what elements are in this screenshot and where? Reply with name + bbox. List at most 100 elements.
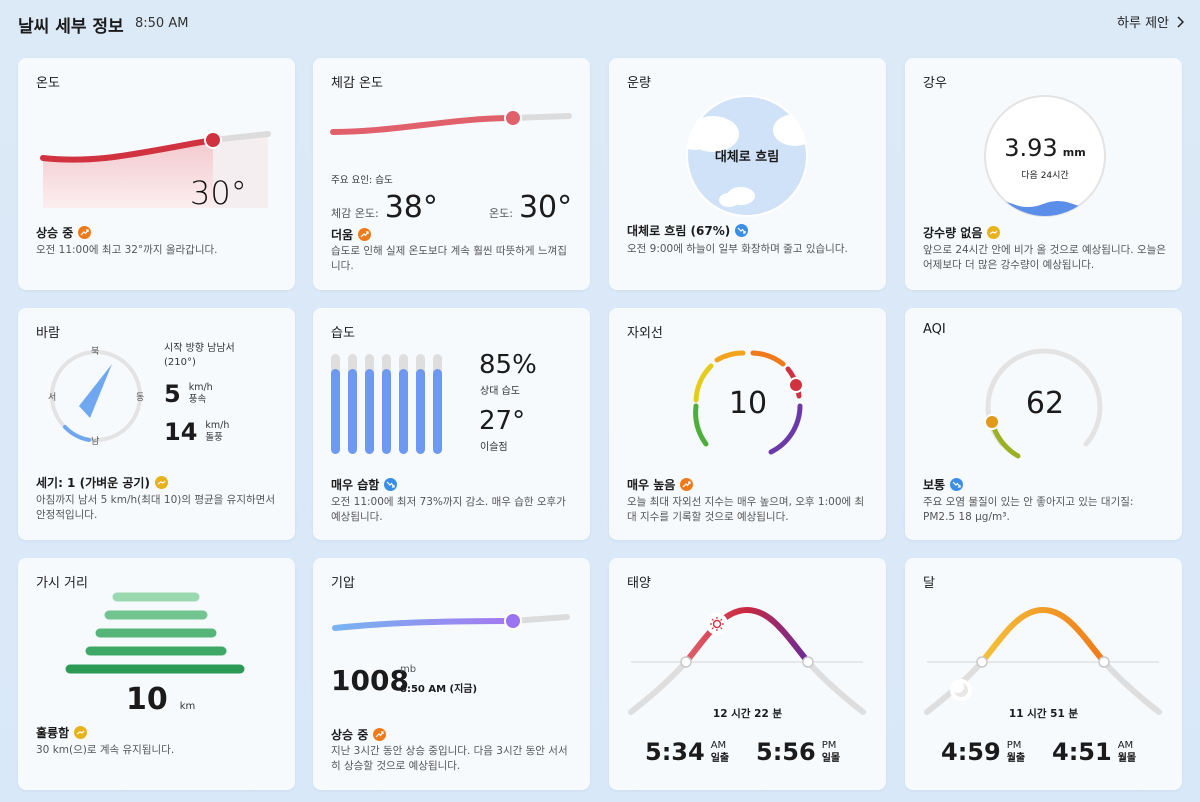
status-text: 매우 습함 xyxy=(331,478,380,492)
pressure-card[interactable]: 기압 1008 mb 8:50 AM (지금) 상승 중 지난 3시간 동안 상… xyxy=(313,558,590,790)
aqi-value: 62 xyxy=(1025,386,1065,421)
moonrise-ampm: PM xyxy=(1006,740,1022,751)
humidity-bar-fill xyxy=(416,369,425,454)
status-row: 상승 중 xyxy=(331,726,387,743)
moonrise-label: 월출 xyxy=(1006,753,1026,764)
wind-gust-label: 돌풍 xyxy=(205,432,223,443)
moon-arc-chart xyxy=(924,606,1162,715)
trend-steady-icon xyxy=(74,726,88,739)
day-suggestion-label: 하루 제안 xyxy=(1117,16,1169,31)
moonset-row: 4:51 AM 월몰 xyxy=(1052,738,1136,766)
rain-amount-row: 3.93 mm xyxy=(983,134,1107,162)
dew-point-value: 27° xyxy=(479,406,526,436)
feels-like-row: 체감 온도: 38° xyxy=(331,190,438,225)
sunrise-label: 일출 xyxy=(710,753,730,764)
wind-speed-unit: km/h xyxy=(188,382,213,393)
sunset-label: 일몰 xyxy=(821,753,841,764)
status-description: 지난 3시간 동안 상승 중입니다. 다음 3시간 동안 서서히 상승할 것으로… xyxy=(331,745,568,772)
card-title: AQI xyxy=(923,322,946,337)
feels-like-card[interactable]: 체감 온도 주요 요인: 습도 체감 온도: 38° 온도: 30° 더움 습도… xyxy=(313,58,590,290)
card-title: 자외선 xyxy=(627,326,663,341)
humidity-bar-fill xyxy=(399,369,408,454)
card-title: 태양 xyxy=(627,576,651,591)
humidity-bar-fill xyxy=(331,369,340,454)
temperature-value: 30° xyxy=(190,174,247,212)
status-row: 강수량 없음 xyxy=(923,224,1001,241)
page-title: 날씨 세부 정보 xyxy=(18,17,124,37)
wind-gust-unit: km/h xyxy=(205,420,230,431)
status-description: 30 km(으)로 계속 유지됩니다. xyxy=(36,744,175,756)
sun-arc-chart xyxy=(628,606,866,715)
status-text: 대체로 흐림 (67%) xyxy=(627,224,731,238)
status-row: 훌륭함 xyxy=(36,724,88,741)
cloud-cover-card[interactable]: 운량 대체로 흐림 대체로 흐림 (67%) 오전 9:00에 하늘이 일부 화… xyxy=(609,58,886,290)
temperature-card[interactable]: 온도 30° 상승 중 오전 11:00에 최고 32°까지 올라갑니다. xyxy=(18,58,295,290)
humidity-card[interactable]: 습도 85% 상대 습도 27° 이슬점 매우 습함 오전 11:00에 최저 … xyxy=(313,308,590,540)
status-row: 매우 습함 xyxy=(331,476,398,493)
pressure-chart xyxy=(332,612,570,631)
status-description: 오전 11:00에 최저 73%까지 감소. 매우 습한 오후가 예상됩니다. xyxy=(331,496,566,523)
status-text: 훌륭함 xyxy=(36,726,70,740)
uv-index-card[interactable]: 자외선 10 매우 높음 오늘 최대 자외선 지수는 매우 높으며, 오후 1:… xyxy=(609,308,886,540)
moon-card[interactable]: 달 11 시간 51 분 4:59 PM 월출 4:51 AM 월몰 xyxy=(905,558,1182,790)
trend-down-icon xyxy=(384,478,398,491)
status-text: 매우 높음 xyxy=(627,478,676,492)
moon-duration: 11 시간 51 분 xyxy=(1008,708,1079,720)
card-title: 온도 xyxy=(36,76,60,91)
compass-west: 서 xyxy=(48,393,57,403)
rain-amount: 3.93 xyxy=(1004,134,1058,162)
wind-direction-text: 시작 방향 남남서 (210°) xyxy=(164,342,235,370)
actual-temp-value: 30° xyxy=(518,190,573,225)
daylight-duration: 12 시간 22 분 xyxy=(712,708,783,720)
visibility-unit: km xyxy=(179,701,196,712)
status-row: 매우 높음 xyxy=(627,476,694,493)
aqi-card[interactable]: AQI 62 보통 주요 오염 물질이 있는 안 좋아지고 있는 대기질: PM… xyxy=(905,308,1182,540)
actual-temp-row: 온도: 30° xyxy=(489,190,572,225)
trend-down-icon xyxy=(735,224,749,237)
feels-like-label: 체감 온도: xyxy=(331,207,379,220)
uv-value: 10 xyxy=(728,386,768,421)
trend-steady-icon xyxy=(987,226,1001,239)
compass-north: 북 xyxy=(91,347,100,357)
status-text: 더움 xyxy=(331,228,354,242)
compass-east: 동 xyxy=(136,393,145,403)
wind-card[interactable]: 바람 북 남 동 서 시작 방향 남남서 (210°) 5 km/h 풍속 14 … xyxy=(18,308,295,540)
sun-position-icon xyxy=(706,613,728,635)
precipitation-card[interactable]: 강우 3.93 mm 다음 24시간 강수량 없음 앞으로 24시간 안에 비가… xyxy=(905,58,1182,290)
moonset-label: 월몰 xyxy=(1117,753,1137,764)
humidity-bars xyxy=(331,354,442,454)
trend-up-icon xyxy=(373,728,387,741)
wind-direction-name: 시작 방향 남남서 xyxy=(164,343,235,354)
moon-phase-icon xyxy=(950,679,972,701)
rain-unit: mm xyxy=(1062,146,1086,159)
humidity-bar-fill xyxy=(433,369,442,454)
status-text: 상승 중 xyxy=(331,728,369,742)
status-description: 주요 오염 물질이 있는 안 좋아지고 있는 대기질: PM2.5 18 μg/… xyxy=(923,496,1134,523)
trend-steady-icon xyxy=(154,476,168,489)
status-description: 아침까지 남서 5 km/h(최대 10)의 평균을 유지하면서 안정적입니다. xyxy=(36,494,275,521)
day-suggestion-link[interactable]: 하루 제안 xyxy=(1117,12,1184,31)
humidity-label: 상대 습도 xyxy=(480,386,520,397)
humidity-bar-fill xyxy=(348,369,357,454)
pressure-unit: mb xyxy=(400,664,417,675)
status-description: 오늘 최대 자외선 지수는 매우 높으며, 오후 1:00에 최대 지수를 기록… xyxy=(627,496,865,523)
status-description: 앞으로 24시간 안에 비가 올 것으로 예상됩니다. 오늘은 어제보다 더 많… xyxy=(923,244,1166,271)
visibility-card[interactable]: 가시 거리 10 km 훌륭함 30 km(으)로 계속 유지됩니다. xyxy=(18,558,295,790)
sun-card[interactable]: 태양 12 시간 22 분 5:34 AM 일출 5:56 P xyxy=(609,558,886,790)
rain-gauge-icon xyxy=(984,95,1106,217)
trend-down-icon xyxy=(950,478,964,491)
humidity-value: 85% xyxy=(479,350,537,380)
visibility-value-row: 10 km xyxy=(126,682,195,717)
wind-gust-value: 14 xyxy=(164,418,198,446)
visibility-value: 10 xyxy=(126,682,168,717)
humidity-bar-fill xyxy=(382,369,391,454)
main-factor: 주요 요인: 습도 xyxy=(331,175,393,186)
header-time: 8:50 AM xyxy=(135,16,189,31)
humidity-bar-fill xyxy=(365,369,374,454)
status-text: 강수량 없음 xyxy=(923,226,983,240)
uv-gauge xyxy=(693,350,804,455)
cloud-circle-label: 대체로 흐림 xyxy=(714,150,780,165)
temperature-chart xyxy=(40,131,271,208)
compass-south: 남 xyxy=(91,437,100,447)
card-title: 기압 xyxy=(331,576,355,591)
